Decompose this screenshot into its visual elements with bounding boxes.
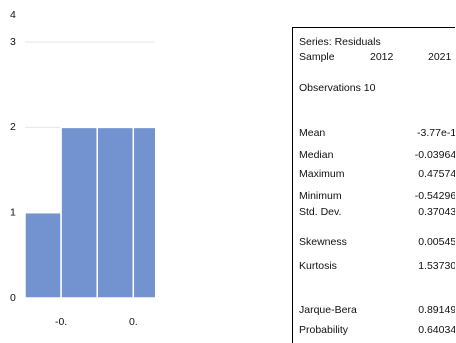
bars — [25, 126, 155, 299]
stat-value: -3.77e-16 — [417, 127, 456, 139]
stat-value: -0.039644 — [415, 149, 456, 161]
y-tick-label: 3 — [10, 36, 16, 48]
bar — [60, 126, 98, 299]
stats-sample-end: 2021 — [428, 51, 452, 63]
y-tick-label: 0 — [10, 292, 16, 304]
stats-sample-start: 2012 — [370, 51, 394, 63]
stat-value: 0.370438 — [418, 206, 456, 218]
stat-name: Minimum — [299, 190, 342, 202]
bar — [132, 126, 155, 299]
stat-name: Jarque-Bera — [299, 304, 357, 316]
histogram: 0 1 2 3 4 -0. 0. — [10, 9, 155, 328]
stats-series: Series: Residuals — [299, 36, 381, 48]
stat-name: Maximum — [299, 168, 345, 180]
y-axis-label: 4 — [10, 9, 16, 21]
bar — [25, 211, 62, 299]
stat-value: -0.542968 — [415, 190, 456, 202]
bar — [96, 126, 135, 299]
y-tick-label: 1 — [10, 206, 16, 218]
y-tick-label: 2 — [10, 121, 16, 133]
stat-value: 0.475746 — [418, 168, 456, 180]
x-tick-label: -0. — [55, 316, 67, 328]
stat-value: 0.640344 — [418, 324, 456, 336]
x-tick-label: 0. — [129, 316, 138, 328]
stat-name: Kurtosis — [299, 260, 337, 272]
stat-value: 1.537305 — [418, 260, 456, 272]
stats-sample-label: Sample — [299, 51, 335, 63]
stat-value: 0.891498 — [418, 304, 456, 316]
stat-value: 0.005452 — [418, 236, 456, 248]
stats-border — [292, 27, 455, 343]
stat-name: Mean — [299, 127, 325, 139]
stats-observations: Observations 10 — [299, 82, 376, 94]
stat-name: Median — [299, 149, 334, 161]
stat-name: Probability — [299, 324, 349, 336]
stats-box: Series: Residuals Sample 2012 2021 Obser… — [292, 27, 456, 343]
stat-name: Std. Dev. — [299, 206, 341, 218]
stat-name: Skewness — [299, 236, 347, 248]
